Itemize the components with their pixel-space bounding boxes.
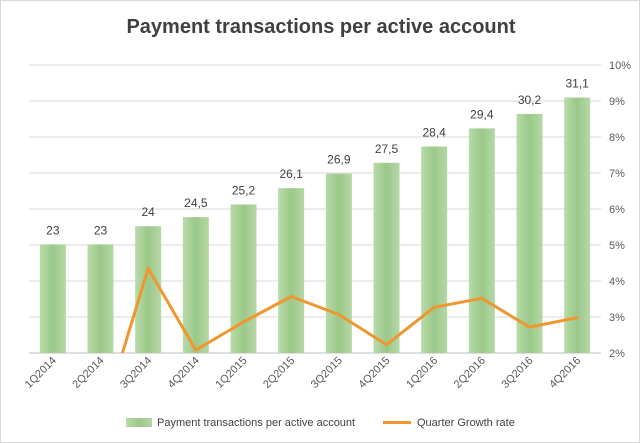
right-axis-tick-label: 7% [609, 168, 625, 180]
bar [421, 146, 448, 353]
bar-value-label: 26,9 [327, 153, 351, 167]
bar-value-label: 29,4 [470, 107, 494, 121]
right-axis-tick-label: 3% [609, 312, 625, 324]
bar-value-label: 24,5 [184, 196, 208, 210]
bar-value-label: 30,2 [518, 93, 542, 107]
data-labels: 23 23 24 24,5 25,2 26,1 26,9 27,5 28,4 29,4 30,2 31… [46, 77, 589, 238]
bar [373, 162, 400, 353]
right-axis-tick-label: 8% [609, 132, 625, 144]
bar-value-label: 31,1 [565, 77, 589, 91]
legend-label-bars: Payment transactions per active account [157, 417, 355, 429]
bar-value-label: 25,2 [232, 183, 256, 197]
x-tick-label: 1Q2016 [404, 355, 440, 391]
right-axis-tick-label: 10% [609, 60, 631, 72]
x-tick-label: 3Q2016 [499, 355, 535, 391]
x-tick-label: 2Q2014 [70, 355, 106, 391]
bar [39, 244, 66, 353]
x-tick-label: 3Q2015 [309, 355, 345, 391]
right-axis-tick-label: 2% [609, 348, 625, 360]
bar-value-label: 27,5 [375, 142, 399, 156]
bar [230, 204, 257, 353]
chart-title: Payment transactions per active account [126, 16, 515, 38]
bar-value-label: 23 [94, 223, 108, 237]
right-axis-tick-label: 4% [609, 276, 625, 288]
gridlines [29, 64, 601, 354]
bar-value-label: 24 [141, 205, 155, 219]
bar-value-label: 26,1 [279, 167, 303, 181]
bar-value-label: 28,4 [422, 126, 446, 140]
right-axis-tick-label: 6% [609, 204, 625, 216]
x-axis-ticks: 1Q2014 2Q2014 3Q2014 4Q2014 1Q2015 2Q2015 3Q20… [23, 355, 584, 391]
growth-line [120, 266, 579, 353]
bar [135, 226, 162, 353]
bar [564, 97, 591, 353]
bar-series [39, 97, 591, 353]
legend-swatch-bars [126, 418, 152, 427]
x-tick-label: 4Q2014 [166, 355, 202, 391]
bar [325, 173, 352, 353]
growth-line-series [120, 266, 579, 353]
bar-value-label: 23 [46, 223, 60, 237]
x-tick-label: 3Q2014 [118, 355, 154, 391]
x-tick-label: 1Q2015 [213, 355, 249, 391]
x-tick-label: 4Q2016 [547, 355, 583, 391]
bar [87, 244, 114, 353]
x-tick-label: 2Q2016 [452, 355, 488, 391]
bar [516, 113, 543, 353]
bar [468, 128, 495, 353]
legend: Payment transactions per active account … [126, 417, 515, 429]
bar [278, 188, 305, 353]
right-axis-tick-label: 9% [609, 96, 625, 108]
legend-label-line: Quarter Growth rate [417, 417, 515, 429]
x-tick-label: 2Q2015 [261, 355, 297, 391]
x-tick-label: 4Q2015 [356, 355, 392, 391]
right-axis-tick-label: 5% [609, 240, 625, 252]
bar [182, 217, 209, 353]
right-axis-ticks: 2% 3% 4% 5% 6% 7% 8% 9% 10% [609, 60, 631, 360]
x-tick-label: 1Q2014 [23, 355, 59, 391]
